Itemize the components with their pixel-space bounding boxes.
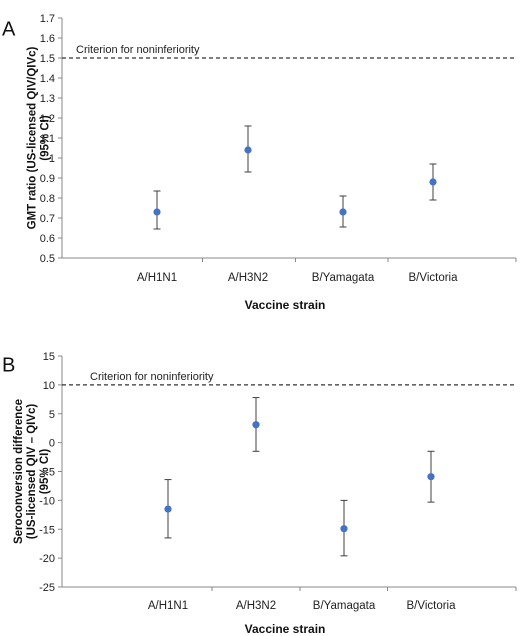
y-tick-label: 0.7 <box>40 213 55 225</box>
y-tick-label: -15 <box>39 524 55 536</box>
data-point <box>339 208 347 216</box>
x-tick-label: A/H1N1 <box>148 600 188 612</box>
x-tick-label: B/Victoria <box>406 600 456 612</box>
y-tick-label: 1.5 <box>40 53 55 65</box>
y-tick-label: -10 <box>39 495 55 507</box>
panel-label: B <box>2 355 15 377</box>
y-axis-title-line: (95% CI) <box>39 449 51 495</box>
x-tick-label: B/Yamagata <box>312 272 375 284</box>
data-point <box>340 525 348 533</box>
y-tick-label: 0.6 <box>40 233 55 245</box>
y-tick-label: 1.7 <box>40 13 55 25</box>
data-point <box>429 178 437 186</box>
x-tick-label: B/Yamagata <box>313 600 376 612</box>
y-tick-label: 15 <box>43 351 55 363</box>
y-tick-label: 0.9 <box>40 173 55 185</box>
y-tick-label: 1 <box>49 153 55 165</box>
x-axis-title: Vaccine strain <box>245 622 326 636</box>
panel-b: B -25 -20 -15 -10 -5 0 5 10 15 A/H1N1 A/H3N2 B/Yamag… <box>2 351 517 636</box>
y-tick-label: 10 <box>43 380 55 392</box>
y-axis-title: Seroconversion difference (US-licensed QI… <box>13 399 51 544</box>
x-tick-label: B/Victoria <box>408 272 458 284</box>
data-point <box>427 473 435 481</box>
y-tick-label: -20 <box>39 553 55 565</box>
y-tick-label: 1.4 <box>40 73 55 85</box>
y-axis-title: GMT ratio (US-licensed QIV/QIVc) (95% CI) <box>27 46 52 229</box>
y-tick-label: 1.1 <box>40 133 55 145</box>
x-tick-label: A/H1N1 <box>137 272 177 284</box>
x-tick-label: A/H3N2 <box>236 600 276 612</box>
y-tick-label: 0 <box>49 438 55 450</box>
panel-label: A <box>2 19 16 41</box>
y-axis-title-line: GMT ratio (US-licensed QIV/QIVc) <box>27 46 39 229</box>
data-point <box>153 208 161 216</box>
x-axis-title: Vaccine strain <box>245 298 326 312</box>
y-axis-title-line: (95% CI) <box>40 115 52 161</box>
reference-line-label: Criterion for noninferiority <box>90 371 214 383</box>
data-point <box>252 421 260 429</box>
y-axis-title-line: Seroconversion difference <box>13 399 25 544</box>
y-tick-label: 1.3 <box>40 93 55 105</box>
data-point <box>244 146 252 154</box>
y-tick-label: 5 <box>49 409 55 421</box>
data-point <box>164 505 172 513</box>
y-tick-label: 0.5 <box>40 253 55 265</box>
y-tick-label: 0.8 <box>40 193 55 205</box>
reference-line-label: Criterion for noninferiority <box>76 44 200 56</box>
panel-a: A 0.5 0.6 0.7 0.8 0.9 1 1.1 1.2 1.3 1.4 1.5 1.6 1.7 A/… <box>2 13 517 312</box>
y-tick-label: 1.2 <box>40 113 55 125</box>
y-tick-label: 1.6 <box>40 33 55 45</box>
y-tick-label: -5 <box>45 467 55 479</box>
y-tick-label: -25 <box>39 582 55 594</box>
x-tick-label: A/H3N2 <box>228 272 268 284</box>
y-axis-title-line: (US-licensed QIV – QIVc) <box>26 404 38 540</box>
